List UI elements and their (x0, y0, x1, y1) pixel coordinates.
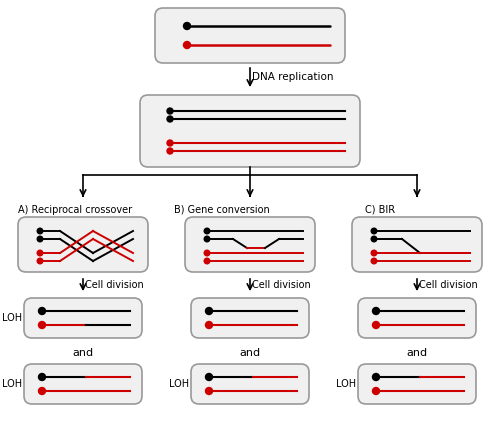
Circle shape (371, 250, 377, 256)
Circle shape (184, 42, 190, 48)
Circle shape (372, 374, 380, 380)
Circle shape (37, 236, 43, 242)
Circle shape (204, 250, 210, 256)
Text: Cell division: Cell division (419, 280, 478, 290)
Circle shape (206, 322, 212, 328)
Circle shape (167, 148, 173, 154)
Circle shape (167, 108, 173, 114)
Text: A) Reciprocal crossover: A) Reciprocal crossover (18, 205, 132, 215)
Circle shape (167, 140, 173, 146)
Circle shape (37, 250, 43, 256)
Circle shape (167, 116, 173, 122)
Circle shape (371, 258, 377, 264)
Text: and: and (72, 348, 94, 358)
Circle shape (204, 236, 210, 242)
Text: and: and (406, 348, 428, 358)
FancyBboxPatch shape (18, 217, 148, 272)
Circle shape (38, 388, 46, 395)
Circle shape (372, 307, 380, 314)
Text: Cell division: Cell division (252, 280, 311, 290)
Circle shape (38, 374, 46, 380)
FancyBboxPatch shape (185, 217, 315, 272)
Circle shape (371, 236, 377, 242)
Circle shape (37, 228, 43, 234)
Text: B) Gene conversion: B) Gene conversion (174, 205, 270, 215)
Circle shape (371, 228, 377, 234)
Circle shape (206, 307, 212, 314)
Text: LOH: LOH (2, 313, 22, 323)
FancyBboxPatch shape (140, 95, 360, 167)
Circle shape (37, 258, 43, 264)
FancyBboxPatch shape (191, 364, 309, 404)
Circle shape (206, 388, 212, 395)
Circle shape (38, 322, 46, 328)
FancyBboxPatch shape (358, 364, 476, 404)
FancyBboxPatch shape (24, 298, 142, 338)
FancyBboxPatch shape (358, 298, 476, 338)
FancyBboxPatch shape (352, 217, 482, 272)
Circle shape (204, 228, 210, 234)
Circle shape (372, 322, 380, 328)
Text: and: and (240, 348, 260, 358)
Text: LOH: LOH (169, 379, 189, 389)
Text: LOH: LOH (2, 379, 22, 389)
Text: LOH: LOH (336, 379, 356, 389)
Circle shape (204, 258, 210, 264)
FancyBboxPatch shape (191, 298, 309, 338)
FancyBboxPatch shape (24, 364, 142, 404)
Text: Cell division: Cell division (85, 280, 144, 290)
Text: C) BIR: C) BIR (365, 205, 395, 215)
FancyBboxPatch shape (155, 8, 345, 63)
Text: DNA replication: DNA replication (252, 73, 334, 82)
Circle shape (38, 307, 46, 314)
Circle shape (206, 374, 212, 380)
Circle shape (184, 22, 190, 30)
Circle shape (372, 388, 380, 395)
